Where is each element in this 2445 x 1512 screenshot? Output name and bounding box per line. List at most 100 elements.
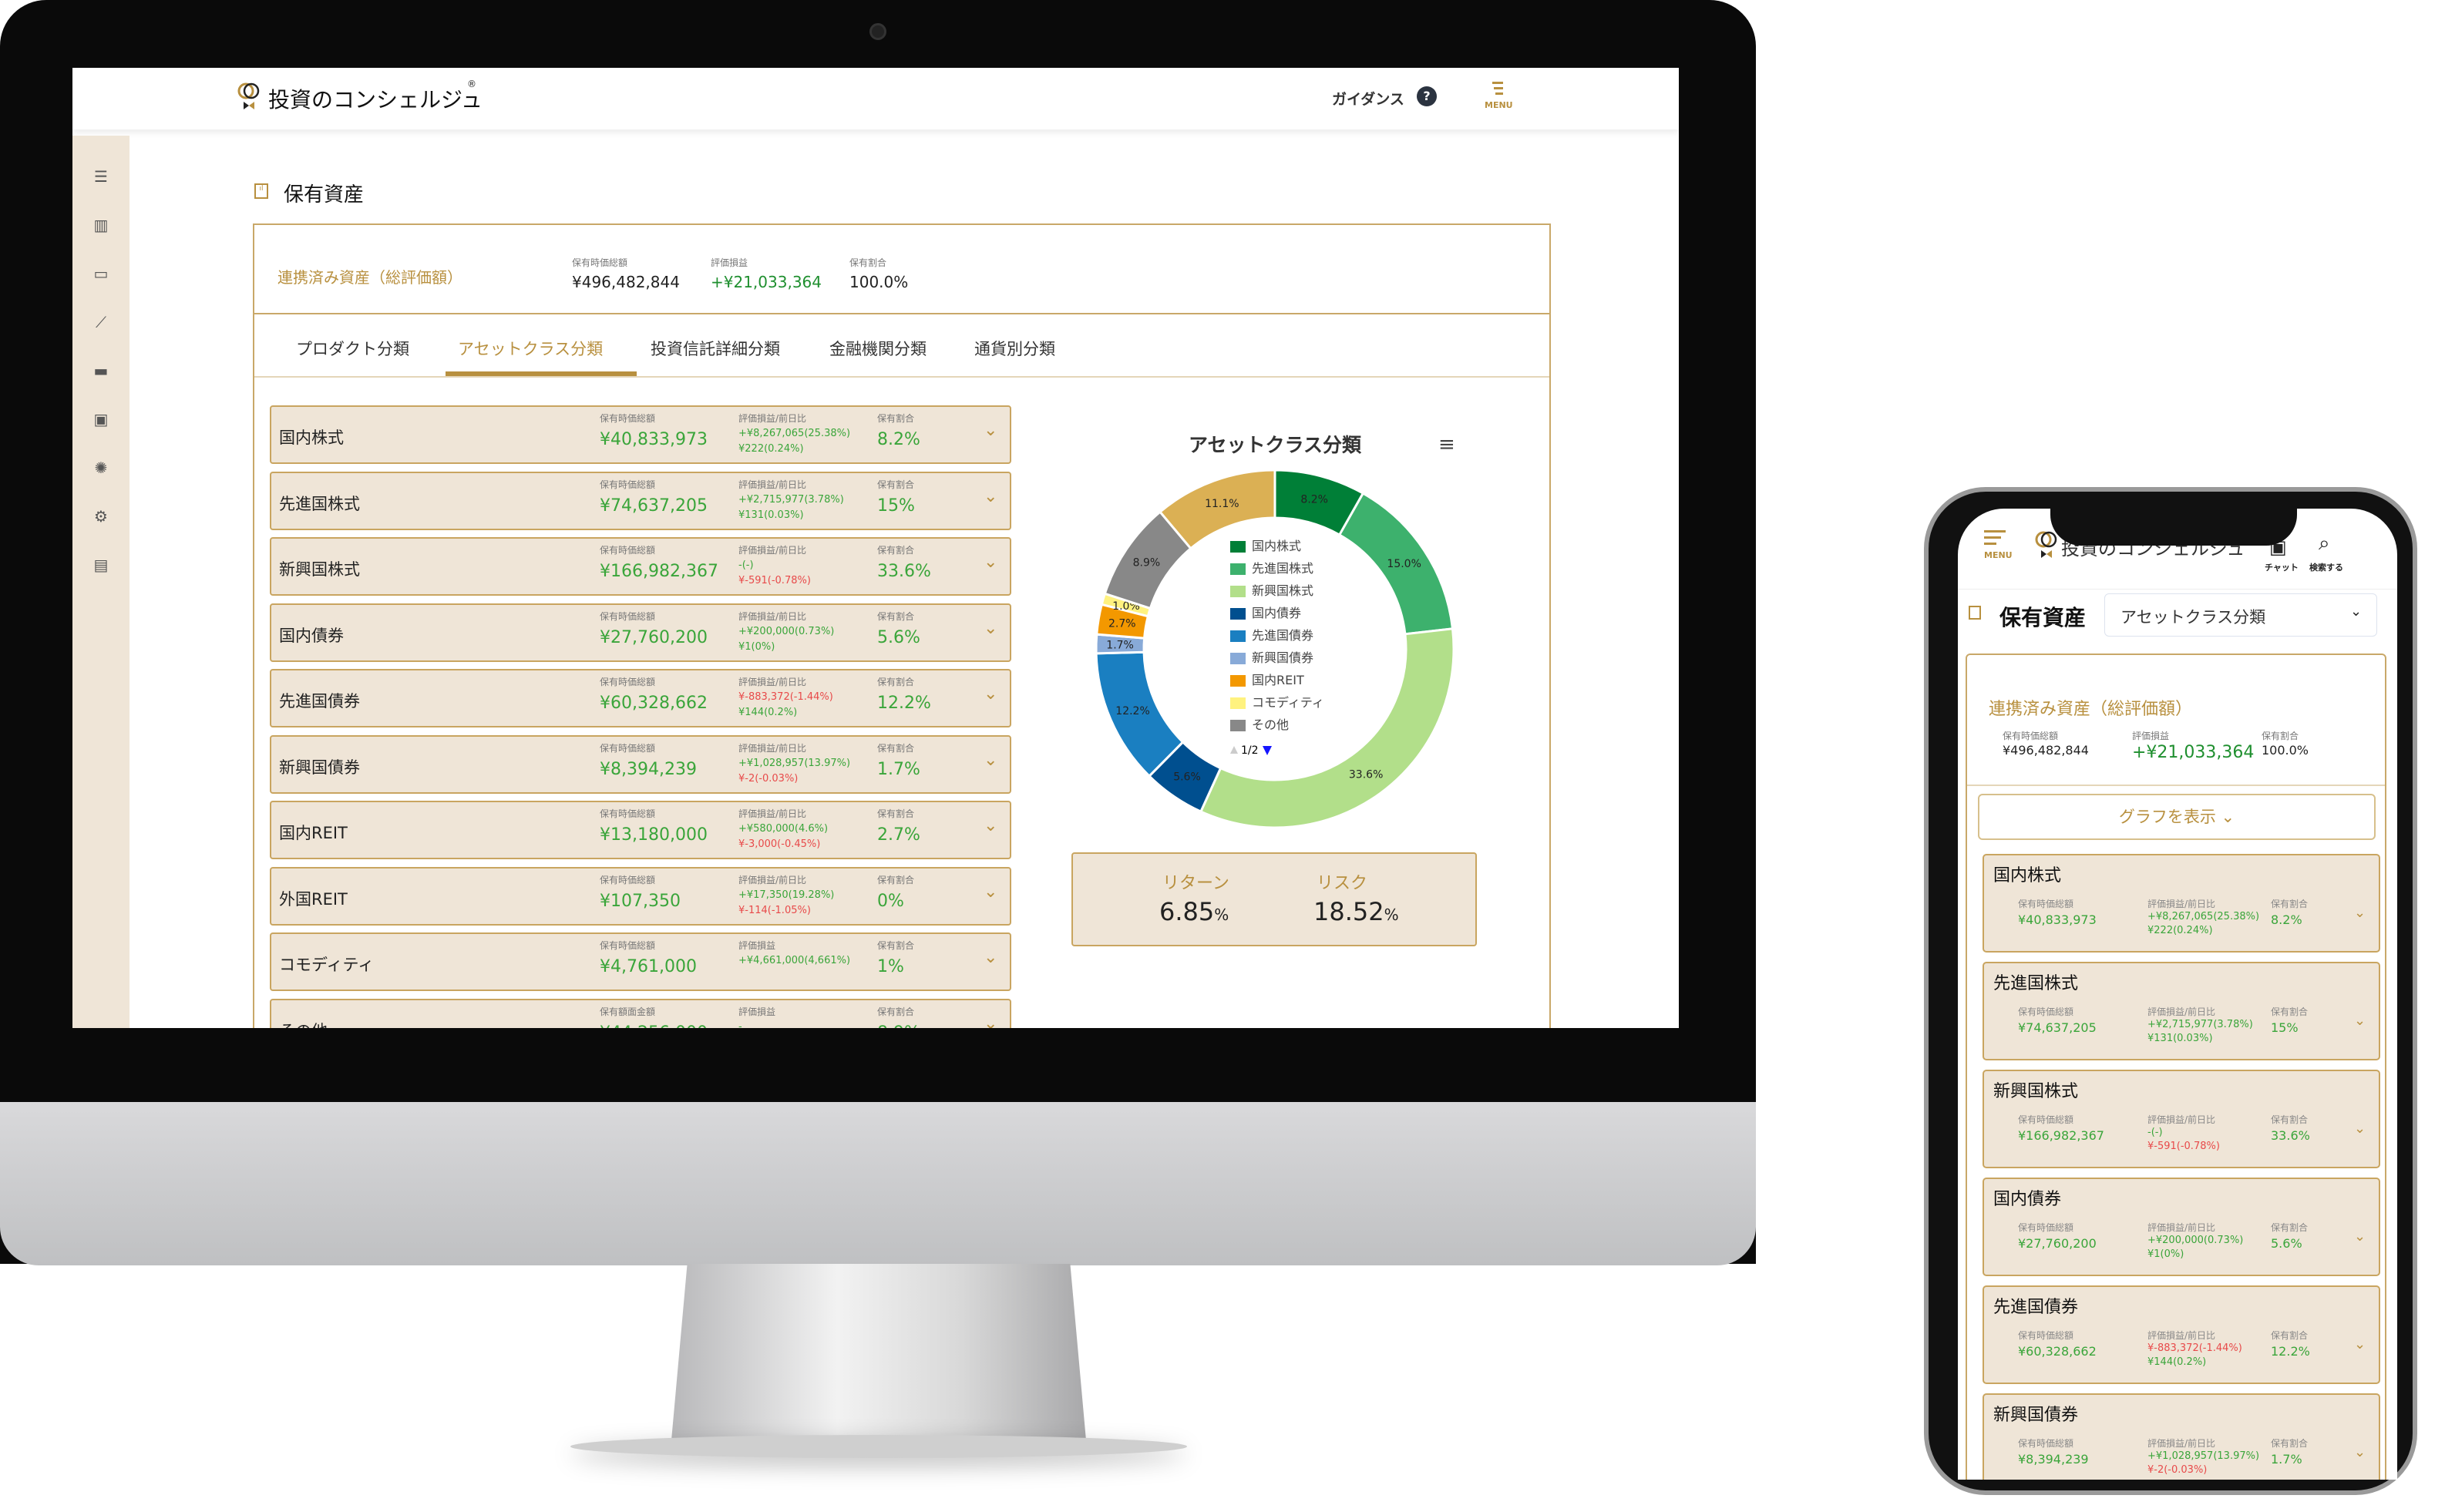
asset-name: 新興国株式 bbox=[279, 560, 360, 579]
tab-4[interactable]: 通貨別分類 bbox=[974, 340, 1055, 358]
chevron-down-icon[interactable]: ⌄ bbox=[2354, 905, 2366, 921]
legend-next-icon[interactable] bbox=[1263, 746, 1272, 755]
return-number: 6.85 bbox=[1159, 897, 1215, 926]
asset-row[interactable]: 新興国債券 保有時価総額 ¥8,394,239 評価損益/前日比 +¥1,028,957… bbox=[270, 734, 1011, 794]
chevron-down-icon[interactable]: ⌄ bbox=[984, 486, 998, 506]
chevron-down-icon[interactable]: ⌄ bbox=[984, 750, 998, 770]
unrealized-pl: +¥8,267,065(25.38%) bbox=[2147, 911, 2260, 922]
guidance-link[interactable]: ガイダンス bbox=[1332, 91, 1404, 108]
chevron-down-icon[interactable]: ⌄ bbox=[984, 1013, 998, 1029]
legend-item[interactable]: 新興国株式 bbox=[1252, 583, 1313, 598]
donut-slice[interactable] bbox=[1199, 627, 1455, 829]
legend-item[interactable]: 国内REIT bbox=[1252, 673, 1304, 687]
bar-chart-icon[interactable]: ▥ bbox=[93, 216, 109, 234]
market-value: ¥13,180,000 bbox=[600, 825, 708, 845]
mobile-asset-row[interactable]: 先進国株式 保有時価総額 ¥74,637,205 評価損益/前日比 +¥2,715,97… bbox=[1983, 962, 2380, 1060]
mobile-menu-button[interactable]: MENU bbox=[1984, 530, 2030, 573]
help-icon[interactable]: ? bbox=[1417, 86, 1437, 106]
mobile-asset-row[interactable]: 新興国株式 保有時価総額 ¥166,982,367 評価損益/前日比 -(-) ¥-591… bbox=[1983, 1070, 2380, 1168]
pl-label: 評価損益/前日比 bbox=[738, 677, 807, 687]
chevron-down-icon[interactable]: ⌄ bbox=[984, 553, 998, 572]
card-icon[interactable]: ▭ bbox=[93, 264, 109, 283]
show-graph-button[interactable]: グラフを表示 ⌄ bbox=[1978, 794, 2376, 840]
legend-item[interactable]: 国内株式 bbox=[1252, 539, 1301, 553]
tab-2[interactable]: 投資信託詳細分類 bbox=[651, 340, 780, 358]
legend-item[interactable]: コモディティ bbox=[1252, 695, 1324, 710]
share-value: 5.6% bbox=[2271, 1236, 2302, 1251]
value-label: 保有時価総額 bbox=[2018, 1006, 2074, 1017]
chevron-down-icon[interactable]: ⌄ bbox=[984, 421, 998, 440]
asset-row[interactable]: 先進国株式 保有時価総額 ¥74,637,205 評価損益/前日比 +¥2,715,97… bbox=[270, 471, 1011, 530]
chat-label[interactable]: チャット bbox=[2265, 563, 2299, 573]
chevron-down-icon[interactable]: ⌄ bbox=[2354, 1444, 2366, 1460]
mobile-asset-row[interactable]: 国内債券 保有時価総額 ¥27,760,200 評価損益/前日比 +¥200,000(0… bbox=[1983, 1178, 2380, 1276]
market-value: ¥60,328,662 bbox=[2018, 1344, 2097, 1359]
chevron-down-icon[interactable]: ⌄ bbox=[984, 882, 998, 902]
chevron-down-icon[interactable]: ⌄ bbox=[2354, 1228, 2366, 1245]
contact-icon[interactable]: ▣ bbox=[93, 410, 109, 428]
share-value: 15% bbox=[2271, 1020, 2299, 1035]
share-label: 保有割合 bbox=[877, 677, 915, 687]
holdings-icon: ıl bbox=[254, 183, 268, 199]
menu-button[interactable]: MENU bbox=[1485, 80, 1513, 119]
share-value: 8.9% bbox=[877, 1023, 920, 1029]
line-chart-icon[interactable]: ⟋ bbox=[96, 313, 106, 331]
asset-row[interactable]: 国内債券 保有時価総額 ¥27,760,200 評価損益/前日比 +¥200,000(0… bbox=[270, 603, 1011, 662]
chevron-down-icon[interactable]: ⌄ bbox=[984, 684, 998, 704]
gear-icon[interactable]: ⚙ bbox=[94, 507, 108, 526]
menu-icon-line bbox=[1495, 92, 1503, 95]
asset-name: 国内債券 bbox=[1993, 1190, 2062, 1209]
mobile-share: 100.0% bbox=[2262, 743, 2309, 758]
search-icon[interactable]: ⌕ bbox=[2319, 532, 2330, 555]
return-value: 6.85% bbox=[1159, 897, 1229, 926]
slice-label: 33.6% bbox=[1349, 769, 1383, 781]
legend-item[interactable]: 先進国債券 bbox=[1252, 628, 1313, 643]
menu-icon[interactable]: ☰ bbox=[94, 167, 108, 186]
value-label: 保有時価総額 bbox=[2018, 899, 2074, 909]
desktop-screen: 投資のコンシェルジュ ® ガイダンス ? MENU ☰ ▥ ▭ ⟋ ▬ ▣ ✺ ⚙ ▤ ıl 保… bbox=[72, 68, 1679, 1028]
asset-row[interactable]: コモディティ 保有時価総額 ¥4,761,000 評価損益 +¥4,661,000(4,… bbox=[270, 932, 1011, 991]
mobile-asset-row[interactable]: 国内株式 保有時価総額 ¥40,833,973 評価損益/前日比 +¥8,267,065… bbox=[1983, 854, 2380, 953]
share-label: 保有割合 bbox=[2271, 1438, 2309, 1449]
document-icon[interactable]: ▤ bbox=[93, 556, 109, 574]
slice-label: 8.9% bbox=[1133, 557, 1161, 570]
legend-item[interactable]: 新興国債券 bbox=[1252, 650, 1313, 665]
chevron-down-icon[interactable]: ⌄ bbox=[2354, 1121, 2366, 1137]
classification-select[interactable]: アセットクラス分類 ⌄ bbox=[2104, 593, 2377, 637]
legend-item[interactable]: 先進国株式 bbox=[1252, 561, 1313, 576]
share-value: 8.2% bbox=[877, 430, 920, 449]
chevron-down-icon[interactable]: ⌄ bbox=[2354, 1336, 2366, 1352]
asset-row[interactable]: 国内株式 保有時価総額 ¥40,833,973 評価損益/前日比 +¥8,267,065… bbox=[270, 405, 1011, 464]
logo-text[interactable]: 投資のコンシェルジュ bbox=[268, 87, 483, 113]
chevron-down-icon[interactable]: ⌄ bbox=[984, 816, 998, 835]
mobile-asset-row[interactable]: 新興国債券 保有時価総額 ¥8,394,239 評価損益/前日比 +¥1,028,957… bbox=[1983, 1393, 2380, 1480]
divider bbox=[1958, 589, 2397, 590]
lightbulb-icon[interactable]: ✺ bbox=[94, 459, 108, 477]
chevron-down-icon[interactable]: ⌄ bbox=[984, 618, 998, 638]
slice-label: 12.2% bbox=[1115, 705, 1149, 717]
search-label[interactable]: 検索する bbox=[2309, 563, 2343, 573]
tab-1[interactable]: アセットクラス分類 bbox=[458, 340, 604, 358]
asset-row[interactable]: 外国REIT 保有時価総額 ¥107,350 評価損益/前日比 +¥17,350(19.… bbox=[270, 866, 1011, 926]
asset-row[interactable]: その他 保有額面金額 ¥44,256,000 評価損益 - 保有割合 8.9% ⌄ bbox=[270, 998, 1011, 1029]
donut-slice[interactable] bbox=[1158, 469, 1276, 550]
chart-menu-icon[interactable]: ≡ bbox=[1438, 433, 1455, 456]
chevron-down-icon[interactable]: ⌄ bbox=[2354, 1013, 2366, 1029]
mobile-asset-row[interactable]: 先進国債券 保有時価総額 ¥60,328,662 評価損益/前日比 ¥-883,372(… bbox=[1983, 1285, 2380, 1384]
legend-item[interactable]: 国内債券 bbox=[1252, 606, 1301, 620]
unrealized-pl: +¥1,028,957(13.97%) bbox=[738, 757, 851, 769]
chevron-down-icon[interactable]: ⌄ bbox=[984, 948, 998, 967]
asset-row[interactable]: 先進国債券 保有時価総額 ¥60,328,662 評価損益/前日比 ¥-883,372(… bbox=[270, 669, 1011, 727]
tab-0[interactable]: プロダクト分類 bbox=[296, 340, 409, 358]
legend-item[interactable]: その他 bbox=[1252, 717, 1289, 732]
phone-notch bbox=[2050, 502, 2297, 546]
unrealized-pl: -(-) bbox=[2147, 1127, 2163, 1138]
asset-row[interactable]: 国内REIT 保有時価総額 ¥13,180,000 評価損益/前日比 +¥580,000… bbox=[270, 801, 1011, 859]
legend-prev-icon[interactable] bbox=[1230, 746, 1238, 754]
asset-name: 先進国債券 bbox=[1993, 1298, 2079, 1317]
asset-row[interactable]: 新興国株式 保有時価総額 ¥166,982,367 評価損益/前日比 -(-) ¥-591… bbox=[270, 537, 1011, 596]
share-label: 保有割合 bbox=[2271, 1114, 2309, 1125]
tab-3[interactable]: 金融機関分類 bbox=[829, 340, 927, 358]
chat-icon[interactable]: ▬ bbox=[93, 361, 109, 380]
summary-pl-label: 評価損益 bbox=[711, 257, 748, 268]
